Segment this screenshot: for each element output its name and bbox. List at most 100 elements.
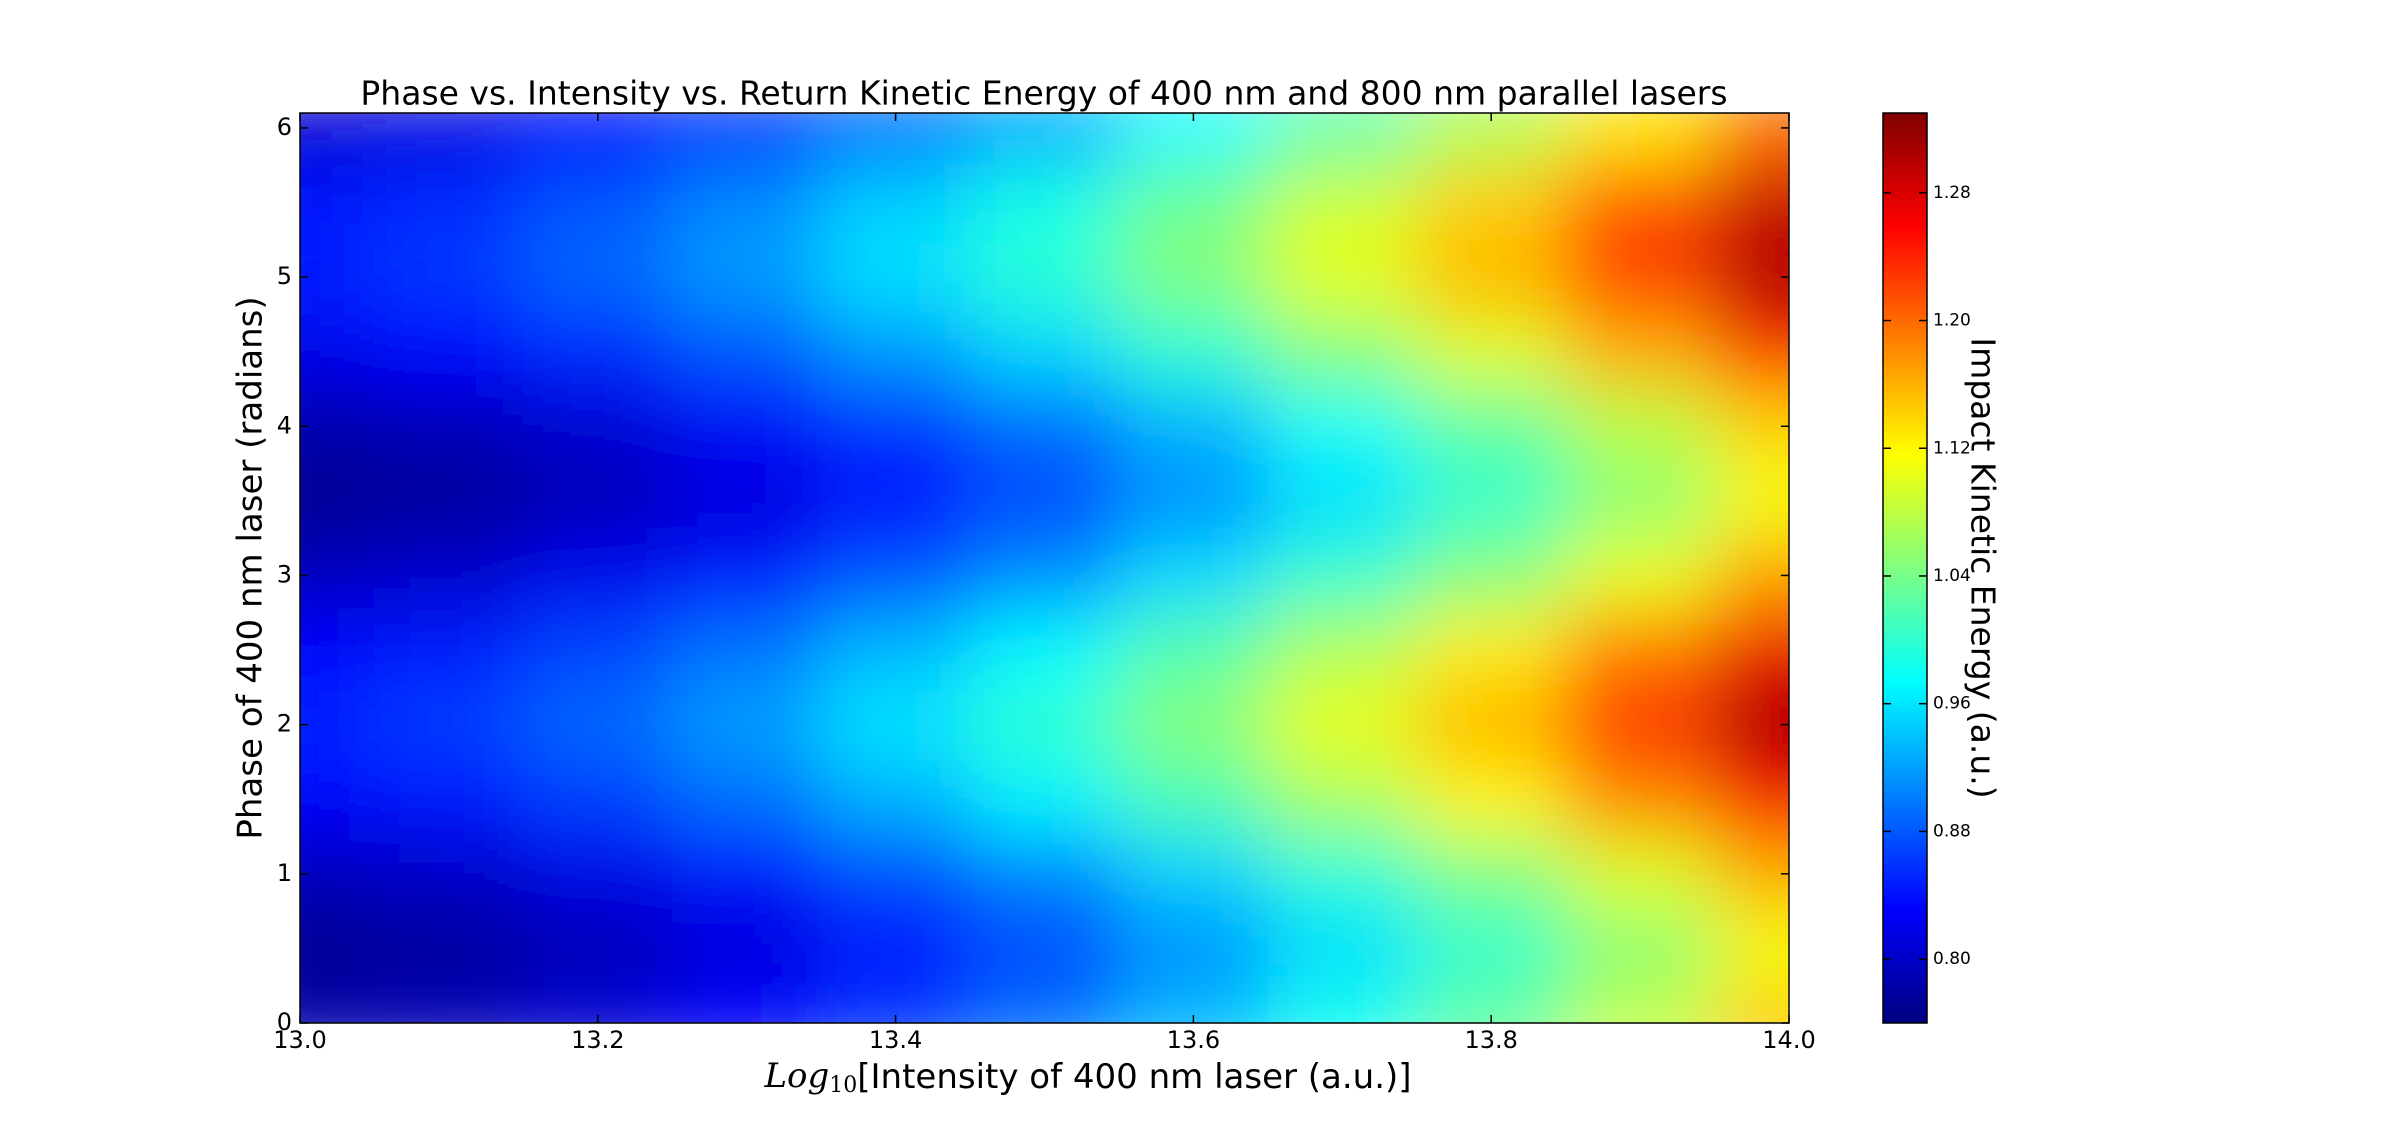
y-tick-label: 4 [277,411,292,439]
heatmap-cell [1118,686,1269,763]
y-tick-label: 6 [277,113,292,141]
heatmap-cell [969,910,1120,987]
heatmap-cell [820,836,971,912]
y-tick-label: 5 [277,262,292,290]
y-tick-label: 3 [277,560,292,588]
heatmap-cell [1416,612,1567,688]
heatmap-cell [1267,313,1418,390]
heatmap-cell [1267,761,1418,838]
x-tick-label: 13.4 [869,1026,922,1054]
heatmap-cell [522,761,673,838]
heatmap-cell [1565,910,1716,987]
heatmap-cell [969,537,1120,614]
heatmap-cell [522,239,673,315]
heatmap-cell [671,113,822,166]
x-tick-label: 13.2 [571,1026,624,1054]
heatmap-cell [969,985,1120,1023]
heatmap-cell [300,388,375,465]
heatmap-cell [1714,537,1789,614]
heatmap-cell [373,239,524,315]
heatmap-cell [522,164,673,241]
x-tick-label: 14.0 [1762,1026,1815,1054]
heatmap-cell [373,761,524,838]
heatmap-cell [1416,836,1567,912]
heatmap-cell [1714,388,1789,465]
heatmap-cell [1565,836,1716,912]
heatmap-cell [1565,313,1716,390]
x-axis-label: Log10[Intensity of 400 nm laser (a.u.)] [763,1056,1411,1098]
heatmap-cell [820,910,971,987]
heatmap-cell [522,113,673,166]
heatmap-cell [300,612,375,688]
heatmap-cell [1416,313,1567,390]
heatmap-cell [1714,164,1789,241]
colorbar-tick-label: 1.04 [1933,566,1971,586]
x-tick-label: 13.8 [1464,1026,1517,1054]
heatmap-cell [522,612,673,688]
heatmap-cell [1714,313,1789,390]
heatmap-cell [1565,537,1716,614]
y-tick-label: 0 [277,1008,292,1036]
x-label-prefix: Log [763,1056,829,1096]
heatmap-cell [1267,836,1418,912]
heatmap-cell [522,910,673,987]
heatmap-cell [1565,239,1716,315]
heatmap-cell [1118,113,1269,166]
heatmap-cell [1267,164,1418,241]
heatmap-cell [820,463,971,539]
heatmap-cell [1416,761,1567,838]
heatmap-cell [1118,537,1269,614]
heatmap-cell [671,388,822,465]
x-label-subscript: 10 [829,1073,857,1098]
heatmap-cell [373,388,524,465]
heatmap-cell [1267,239,1418,315]
heatmap-cell [1416,910,1567,987]
heatmap-cell [1416,239,1567,315]
heatmap-cell [1714,761,1789,838]
x-label-text: [Intensity of 400 nm laser (a.u.)] [857,1057,1411,1097]
x-tick-label: 13.6 [1167,1026,1220,1054]
heatmap-cell [1565,388,1716,465]
heatmap-cell [1565,686,1716,763]
colorbar-label: Impact Kinetic Energy (a.u.) [1964,337,2003,798]
heatmap-cell [522,388,673,465]
heatmap-cell [1267,985,1418,1023]
heatmap-cell [1118,239,1269,315]
colorbar-tick-label: 1.28 [1933,183,1971,203]
colorbar [1882,112,1928,1024]
heatmap-cell [671,239,822,315]
heatmap-cell [820,239,971,315]
heatmap-cell [1267,537,1418,614]
y-axis-label: Phase of 400 nm laser (radians) [231,296,271,839]
heatmap-cell [969,463,1120,539]
colorbar-tick-label: 1.12 [1933,438,1971,458]
heatmap-cell [969,388,1120,465]
chart-title: Phase vs. Intensity vs. Return Kinetic E… [360,74,1727,113]
heatmap-cell [300,164,375,241]
y-tick-label: 1 [277,859,292,887]
heatmap-cell [969,239,1120,315]
heatmap-cell [1267,388,1418,465]
heatmap-cell [969,761,1120,838]
heatmap-cell [300,239,375,315]
heatmap-cell [820,686,971,763]
heatmap-cell [1267,463,1418,539]
heatmap-cell [1714,686,1789,763]
heatmap-cell [1267,113,1418,166]
heatmap-cell [1714,612,1789,688]
heatmap-cell [1565,164,1716,241]
heatmap-cell [1267,686,1418,763]
heatmap-cell [1714,910,1789,987]
heatmap-cell [671,910,822,987]
heatmap-cell [1565,113,1716,166]
heatmap-cell [1714,836,1789,912]
heatmap-cell [671,612,822,688]
heatmap-cell [820,537,971,614]
heatmap-cell [300,836,375,912]
heatmap [300,113,1789,1023]
heatmap-cell [1416,686,1567,763]
heatmap-cell [373,313,524,390]
heatmap-cell [1714,113,1789,166]
heatmap-cell [300,537,375,614]
heatmap-cell [1416,164,1567,241]
